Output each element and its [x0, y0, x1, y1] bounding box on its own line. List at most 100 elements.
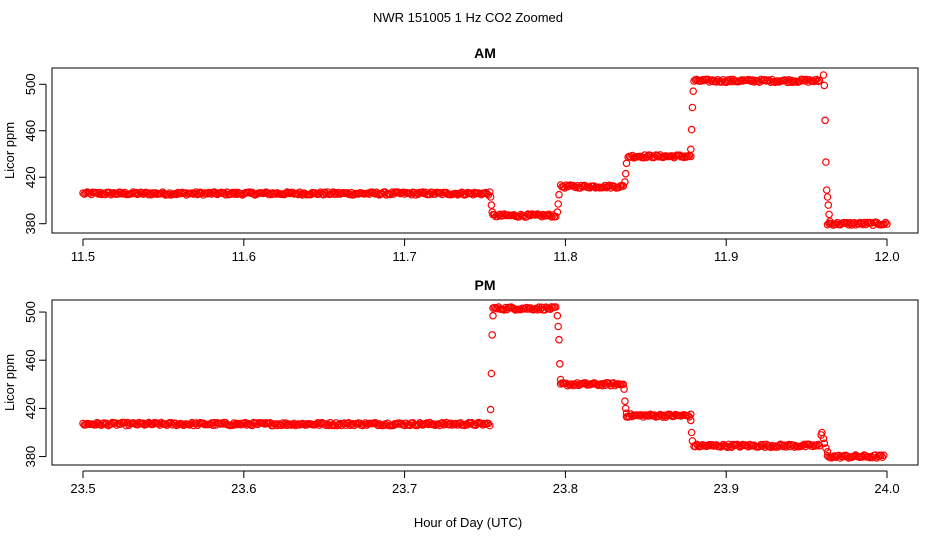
- data-point: [567, 380, 576, 388]
- data-point: [487, 201, 496, 209]
- data-point: [452, 189, 461, 198]
- data-point: [551, 212, 560, 221]
- y-tick-label: 500: [23, 301, 38, 323]
- data-point: [687, 428, 696, 437]
- data-point: [485, 188, 494, 196]
- data-point: [786, 78, 795, 87]
- data-point: [881, 218, 890, 227]
- data-point: [198, 189, 206, 198]
- data-point: [800, 440, 808, 449]
- x-tick-label: 11.5: [71, 249, 95, 264]
- data-point: [619, 380, 628, 389]
- data-point: [160, 189, 168, 198]
- data-point: [399, 188, 407, 197]
- data-point: [423, 419, 431, 427]
- data-point: [622, 409, 631, 418]
- data-point: [546, 211, 555, 220]
- data-point: [883, 220, 891, 228]
- data-point: [780, 441, 789, 450]
- data-point: [206, 189, 215, 197]
- data-point: [819, 434, 828, 443]
- x-tick-label: 23.8: [553, 481, 578, 496]
- data-point: [775, 441, 783, 450]
- data-point: [195, 189, 203, 198]
- data-point: [526, 211, 535, 220]
- data-point: [234, 420, 243, 429]
- data-point: [322, 190, 331, 198]
- data-point: [773, 77, 782, 85]
- data-point: [553, 311, 562, 320]
- data-point: [486, 405, 495, 414]
- data-point: [860, 218, 869, 227]
- data-point: [235, 419, 244, 428]
- data-point: [748, 76, 757, 84]
- data-point: [434, 420, 442, 428]
- x-tick-label: 23.9: [714, 481, 739, 496]
- data-point: [477, 419, 486, 428]
- data-point: [879, 451, 888, 460]
- data-point: [379, 421, 388, 430]
- data-point: [488, 208, 497, 216]
- data-point: [94, 190, 103, 198]
- data-point: [330, 190, 339, 199]
- data-point: [249, 190, 258, 198]
- data-point: [678, 152, 687, 161]
- data-point: [684, 152, 692, 161]
- data-point: [382, 421, 391, 429]
- data-point: [489, 311, 497, 320]
- data-point: [736, 77, 744, 85]
- data-point: [332, 189, 340, 197]
- data-point: [493, 304, 502, 313]
- data-point: [556, 375, 565, 384]
- data-point: [227, 189, 236, 198]
- data-point: [654, 412, 663, 420]
- data-point: [843, 452, 852, 461]
- data-point: [621, 178, 629, 186]
- data-point: [823, 193, 832, 201]
- x-tick-label: 11.7: [392, 249, 416, 264]
- data-point: [850, 219, 859, 227]
- plot-frame: [51, 299, 919, 466]
- panel-title: AM: [474, 45, 496, 61]
- data-point: [230, 419, 238, 427]
- data-point: [540, 212, 549, 220]
- x-tick-label: 11.8: [553, 249, 577, 264]
- data-point: [688, 437, 697, 445]
- data-point: [745, 76, 754, 84]
- data-point: [555, 335, 563, 344]
- data-point: [689, 87, 698, 96]
- data-point: [819, 71, 828, 79]
- data-point: [620, 385, 628, 393]
- data-point: [128, 189, 136, 198]
- data-point: [424, 420, 433, 429]
- data-point: [321, 419, 329, 428]
- y-tick-label: 420: [23, 398, 38, 420]
- data-point: [93, 189, 101, 197]
- data-point: [441, 420, 449, 428]
- data-point: [245, 188, 254, 196]
- data-point: [233, 419, 241, 428]
- x-tick-label: 23.7: [392, 481, 417, 496]
- y-tick-label: 380: [23, 213, 38, 235]
- data-point: [820, 439, 829, 448]
- data-point: [824, 201, 833, 209]
- data-point: [448, 421, 456, 429]
- data-point: [446, 419, 455, 428]
- data-point: [555, 359, 564, 368]
- y-tick-label: 500: [23, 73, 38, 95]
- data-point: [556, 380, 565, 388]
- data-point: [371, 190, 380, 198]
- data-point: [157, 189, 166, 198]
- data-point: [413, 189, 421, 197]
- data-point: [619, 182, 628, 190]
- data-point: [622, 159, 631, 168]
- figure-title: NWR 151005 1 Hz CO2 Zoomed: [373, 10, 563, 25]
- data-point: [737, 441, 746, 450]
- data-point: [231, 420, 240, 429]
- data-point: [543, 211, 552, 220]
- data-point: [143, 189, 152, 197]
- data-point: [823, 447, 832, 456]
- data-point: [880, 220, 889, 229]
- data-point: [734, 442, 743, 450]
